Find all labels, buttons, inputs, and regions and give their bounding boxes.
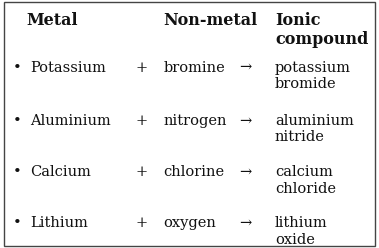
Text: •: • — [13, 165, 22, 179]
Text: bromine: bromine — [163, 61, 225, 75]
Text: Ionic
compound: Ionic compound — [275, 12, 368, 48]
Text: •: • — [13, 61, 22, 75]
Text: chlorine: chlorine — [163, 165, 225, 179]
Text: •: • — [13, 216, 22, 230]
Text: →: → — [240, 114, 252, 128]
Text: Potassium: Potassium — [30, 61, 106, 75]
Text: oxygen: oxygen — [163, 216, 216, 230]
Text: +: + — [136, 165, 148, 179]
Text: →: → — [240, 61, 252, 75]
Text: aluminium
nitride: aluminium nitride — [275, 114, 354, 145]
Text: lithium
oxide: lithium oxide — [275, 216, 328, 247]
Text: Metal: Metal — [26, 12, 78, 29]
Text: +: + — [136, 114, 148, 128]
Text: Calcium: Calcium — [30, 165, 91, 179]
Text: Aluminium: Aluminium — [30, 114, 111, 128]
Text: →: → — [240, 216, 252, 230]
Text: →: → — [240, 165, 252, 179]
Text: potassium
bromide: potassium bromide — [275, 61, 351, 91]
Text: Non-metal: Non-metal — [163, 12, 258, 29]
Text: +: + — [136, 61, 148, 75]
Text: nitrogen: nitrogen — [163, 114, 227, 128]
Text: Lithium: Lithium — [30, 216, 88, 230]
Text: +: + — [136, 216, 148, 230]
Text: •: • — [13, 114, 22, 128]
Text: calcium
chloride: calcium chloride — [275, 165, 336, 195]
